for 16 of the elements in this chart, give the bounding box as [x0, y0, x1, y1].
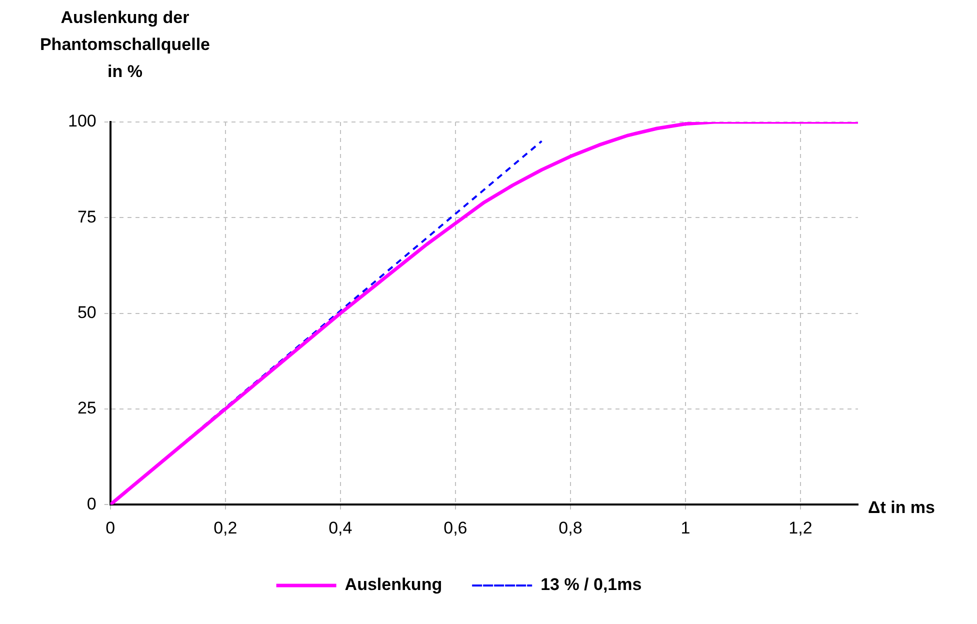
x-tick-label: 1,2	[788, 518, 812, 538]
x-tick-label: 0,2	[214, 518, 238, 538]
y-tick-label: 50	[77, 302, 96, 322]
x-tick-label: 0	[106, 518, 116, 538]
y-tick-label: 75	[77, 207, 96, 226]
x-tick-label: 0,6	[444, 518, 468, 538]
legend-label: Auslenkung	[344, 575, 442, 594]
x-axis-title: Δt in ms	[868, 498, 936, 518]
x-tick-label: 0,8	[558, 518, 582, 538]
y-tick-label: 0	[86, 494, 96, 514]
y-tick-label: 100	[68, 112, 96, 131]
x-tick-label: 0,4	[328, 518, 352, 538]
legend-label: 13 % / 0,1ms	[540, 575, 642, 594]
y-axis-title: Auslenkung der Phantomschallquelle in %	[38, 7, 212, 83]
x-tick-label: 1	[680, 518, 690, 538]
y-tick-label: 25	[77, 398, 96, 418]
